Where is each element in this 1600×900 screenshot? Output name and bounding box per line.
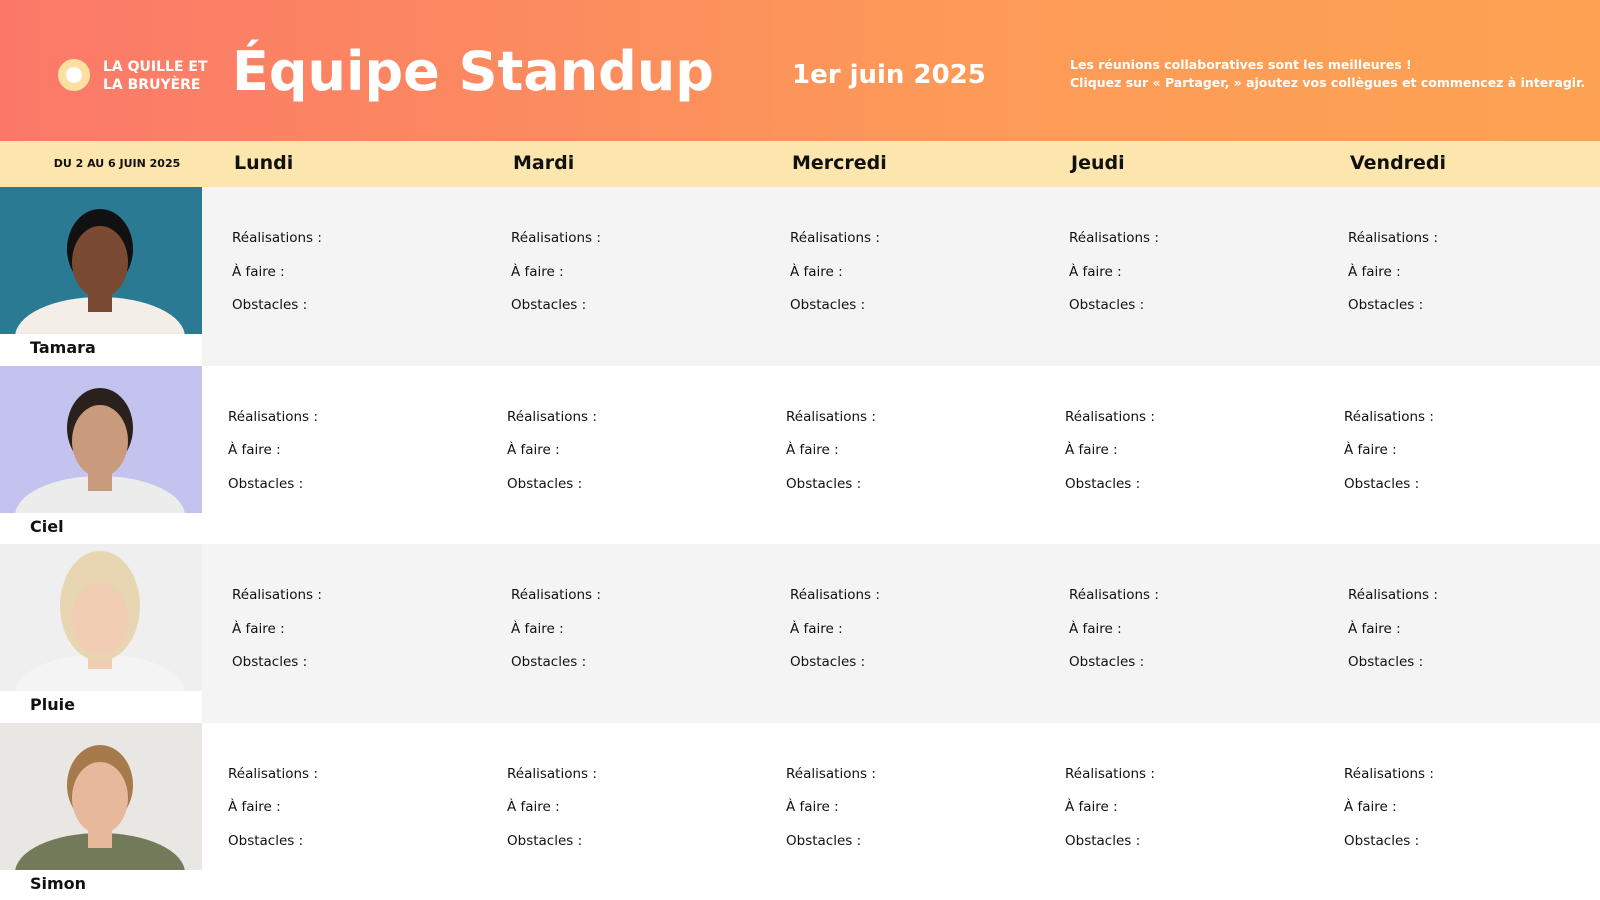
cell-label: À faire : (507, 799, 560, 815)
cell-label: Réalisations : (511, 230, 601, 246)
cell-label: Obstacles : (511, 654, 587, 670)
name-strip (0, 869, 202, 900)
photo-art (15, 209, 185, 334)
note: Cliquez sur « Partager, » ajoutez vos co… (1070, 75, 1586, 90)
cell-label: Réalisations : (786, 408, 876, 425)
row-background (202, 187, 1600, 366)
person-name: Tamara (30, 338, 96, 357)
week-label: DU 2 AU 6 JUIN 2025 (53, 157, 181, 170)
photo (0, 365, 202, 513)
cell-label: Réalisations : (1344, 408, 1434, 425)
logo-text: LA QUILLE ET (103, 59, 208, 75)
cell-label: Réalisations : (507, 408, 597, 425)
photo (0, 544, 202, 691)
cell-label: Réalisations : (232, 230, 322, 246)
cell-label: Obstacles : (507, 475, 583, 492)
cell-label: Obstacles : (228, 832, 304, 849)
cell-label: Obstacles : (1069, 654, 1145, 670)
person-name: Pluie (30, 695, 75, 714)
cell-label: Obstacles : (1069, 297, 1145, 313)
cell-label: Réalisations : (1348, 230, 1438, 246)
cell-label: À faire : (1065, 799, 1118, 815)
header: LA QUILLE ET LA BRUYÈRE Équipe Standup 1… (0, 0, 1600, 141)
cell-label: Réalisations : (228, 408, 318, 425)
day-header: Jeudi (1071, 152, 1125, 174)
cell-label: À faire : (790, 263, 843, 280)
logo-text: LA BRUYÈRE (103, 77, 201, 93)
cell-label: Obstacles : (790, 654, 866, 670)
cell-label: À faire : (232, 620, 285, 637)
cell-label: À faire : (228, 442, 281, 458)
cell-label: Réalisations : (1065, 765, 1155, 782)
cell-label: Réalisations : (232, 587, 322, 603)
cell-label: Obstacles : (228, 475, 304, 492)
photo (0, 187, 202, 334)
date: 1er juin 2025 (792, 60, 986, 90)
cell-label: À faire : (1065, 442, 1118, 458)
cell-label: Réalisations : (507, 765, 597, 782)
cell-label: À faire : (1069, 263, 1122, 280)
person-name: Simon (30, 873, 87, 893)
row-background (202, 365, 1600, 544)
cell-label: Réalisations : (786, 765, 876, 782)
cell-label: Obstacles : (1065, 475, 1141, 492)
photo-art (15, 387, 185, 513)
cell-label: Obstacles : (1344, 475, 1420, 492)
cell-label: À faire : (790, 620, 843, 637)
cell-label: À faire : (232, 263, 285, 280)
cell-label: Réalisations : (1069, 230, 1159, 246)
photo-art (15, 551, 185, 691)
day-header: Lundi (234, 152, 294, 174)
cell-label: À faire : (786, 799, 839, 815)
cell-label: Réalisations : (1065, 408, 1155, 425)
cell-label: Obstacles : (232, 297, 308, 313)
day-header: Mercredi (792, 152, 887, 174)
cell-label: À faire : (511, 263, 564, 280)
cell-label: À faire : (511, 620, 564, 637)
cell-label: Obstacles : (1348, 297, 1424, 313)
cell-label: Obstacles : (790, 297, 866, 313)
cell-label: À faire : (507, 442, 560, 458)
title: Équipe Standup (232, 40, 714, 103)
cell-label: Réalisations : (1344, 765, 1434, 782)
cell-label: Réalisations : (228, 765, 318, 782)
row-background (202, 544, 1600, 723)
cell-label: Obstacles : (507, 832, 583, 849)
cell-label: Réalisations : (790, 587, 880, 603)
cell-label: À faire : (1344, 799, 1397, 815)
cell-label: À faire : (1069, 620, 1122, 637)
photo (0, 722, 202, 870)
day-header: Mardi (513, 152, 575, 174)
cell-label: Obstacles : (1348, 654, 1424, 670)
cell-label: Obstacles : (1065, 832, 1141, 849)
cell-label: À faire : (1348, 620, 1401, 637)
person-name: Ciel (30, 516, 64, 536)
cell-label: Obstacles : (786, 475, 862, 492)
cell-label: Obstacles : (232, 654, 308, 670)
name-strip (0, 691, 202, 723)
day-header: Vendredi (1350, 152, 1447, 174)
cell-label: À faire : (1344, 442, 1397, 458)
cell-label: À faire : (786, 442, 839, 458)
photo-art (15, 744, 185, 870)
cell-label: Réalisations : (511, 587, 601, 603)
cell-label: À faire : (228, 799, 281, 815)
day-bar: DU 2 AU 6 JUIN 2025 Lundi Mardi Mercredi Je… (0, 141, 1600, 187)
name-strip (0, 512, 202, 544)
cell-label: Réalisations : (790, 230, 880, 246)
logo-mark (58, 59, 90, 91)
cell-label: À faire : (1348, 263, 1401, 280)
cell-label: Obstacles : (786, 832, 862, 849)
row-background (202, 722, 1600, 900)
cell-label: Obstacles : (1344, 832, 1420, 849)
cell-label: Réalisations : (1348, 587, 1438, 603)
cell-label: Obstacles : (511, 297, 587, 313)
note: Les réunions collaboratives sont les mei… (1070, 57, 1412, 72)
cell-label: Réalisations : (1069, 587, 1159, 603)
name-strip (0, 334, 202, 366)
